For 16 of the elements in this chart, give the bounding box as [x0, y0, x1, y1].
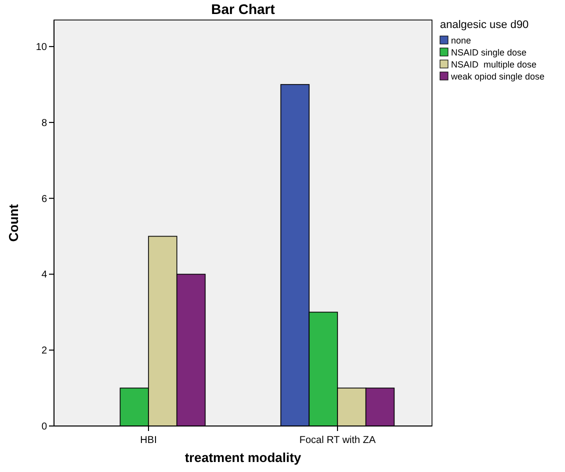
x-tick-label: HBI: [140, 435, 157, 446]
y-axis-title: Count: [6, 204, 21, 242]
y-tick-label: 8: [41, 118, 48, 129]
legend-title: analgesic use d90: [440, 19, 529, 31]
legend-label: weak opiod single dose: [450, 72, 545, 82]
y-tick-label: 6: [41, 194, 48, 205]
y-tick-label: 10: [36, 42, 48, 54]
chart-title: Bar Chart: [211, 1, 276, 17]
legend-label: none: [451, 36, 472, 46]
x-axis-title: treatment modality: [184, 450, 302, 465]
y-tick-label: 0: [41, 422, 48, 432]
x-tick-label: Focal RT with ZA: [299, 435, 376, 446]
y-tick-label: 4: [41, 270, 48, 281]
legend-label: NSAID single dose: [451, 48, 527, 58]
y-tick-label: 2: [41, 346, 48, 357]
legend-label: NSAID multiple dose: [451, 60, 537, 70]
